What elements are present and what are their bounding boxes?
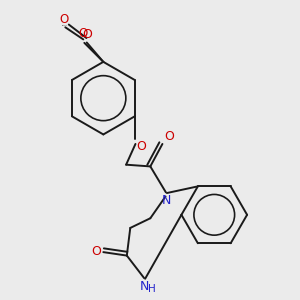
Text: O: O xyxy=(92,245,102,258)
Text: O: O xyxy=(78,27,87,40)
Text: O: O xyxy=(136,140,146,153)
Text: H: H xyxy=(148,284,155,294)
Text: O: O xyxy=(59,13,68,26)
Text: O: O xyxy=(164,130,174,143)
Text: N: N xyxy=(162,194,171,207)
Text: methoxy: methoxy xyxy=(61,24,68,26)
Text: O: O xyxy=(82,28,92,41)
Text: N: N xyxy=(140,280,149,293)
